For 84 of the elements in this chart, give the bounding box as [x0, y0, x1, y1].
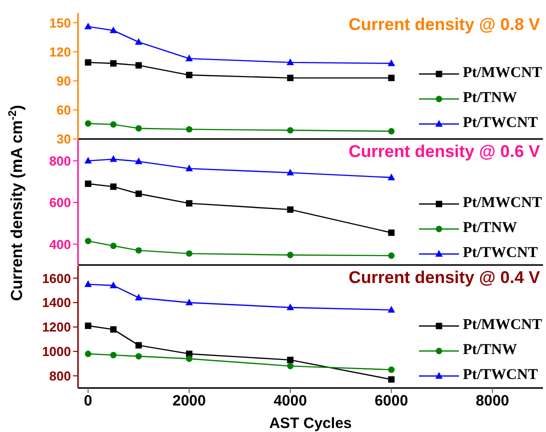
point: [185, 298, 193, 306]
point: [134, 38, 142, 45]
point: [287, 362, 294, 370]
point: [134, 157, 142, 164]
point: [186, 250, 192, 257]
chart-title: Current density @ 0.4 V: [348, 268, 540, 288]
point: [135, 353, 142, 360]
y-tick-label: 1600: [42, 270, 71, 286]
x-tick-label: 0: [84, 392, 92, 410]
point: [186, 126, 192, 133]
x-axis-title: AST Cycles: [269, 415, 352, 432]
point: [84, 238, 92, 244]
point: [135, 247, 142, 254]
point: [110, 326, 117, 333]
legend-label: Pt/TWCNT: [462, 245, 538, 262]
point: [84, 59, 92, 66]
point: [286, 168, 294, 176]
y-tick-label: 1200: [42, 320, 71, 335]
legend-label: Pt/TNW: [462, 220, 518, 237]
legend-label: Pt/MWCNT: [462, 195, 542, 212]
y-tick-label: 120: [49, 44, 71, 60]
point: [186, 72, 192, 78]
x-tick-label: 2000: [172, 392, 206, 410]
point: [388, 306, 396, 313]
chart-title: Current density @ 0.6 V: [348, 142, 540, 162]
point: [286, 58, 294, 66]
point: [110, 155, 118, 162]
point: [388, 174, 396, 180]
point: [84, 322, 92, 329]
legend-label: Pt/TWCNT: [462, 115, 538, 132]
legend-label: Pt/TNW: [462, 90, 518, 107]
point: [388, 366, 395, 373]
point: [110, 121, 117, 128]
legend-label: Pt/TWCNT: [462, 367, 538, 384]
point: [135, 190, 142, 197]
point: [84, 180, 92, 187]
y-tick-label: 1400: [42, 295, 71, 310]
y-tick-label: 800: [49, 368, 71, 384]
point: [186, 200, 192, 207]
point: [286, 303, 294, 310]
point: [388, 59, 396, 66]
y-tick-label: 1000: [42, 344, 71, 360]
point: [134, 294, 142, 300]
point: [287, 74, 294, 82]
point: [185, 54, 193, 62]
point: [84, 22, 92, 30]
y-tick-label: 800: [49, 153, 71, 168]
point: [388, 230, 395, 236]
chart-title: Current density @ 0.8 V: [348, 15, 540, 35]
point: [287, 127, 294, 134]
point: [110, 183, 117, 190]
point: [388, 128, 395, 134]
x-tick-label: 4000: [274, 392, 307, 410]
point: [287, 252, 294, 258]
point: [110, 26, 118, 34]
point: [84, 120, 92, 127]
point: [287, 356, 294, 364]
point: [388, 74, 395, 82]
point: [185, 164, 193, 172]
y-tick-label: 150: [49, 15, 71, 30]
point: [388, 376, 395, 383]
point: [388, 252, 395, 259]
legend-label: Pt/TNW: [462, 342, 518, 359]
y-tick-label: 400: [49, 236, 71, 252]
x-tick-label: 6000: [374, 392, 408, 410]
point: [84, 156, 92, 164]
point: [110, 242, 117, 250]
point: [287, 206, 294, 213]
point: [110, 282, 118, 288]
point: [135, 125, 142, 132]
legend-label: Pt/MWCNT: [462, 65, 542, 82]
y-tick-label: 30: [56, 132, 71, 147]
legend-label: Pt/MWCNT: [462, 317, 542, 334]
y-tick-label: 90: [56, 73, 71, 88]
y-tick-label: 60: [56, 102, 71, 118]
y-tick-label: 600: [49, 195, 71, 210]
point: [84, 280, 92, 287]
point: [186, 356, 192, 362]
point: [135, 342, 142, 348]
point: [110, 352, 117, 358]
point: [110, 60, 117, 67]
point: [84, 350, 92, 358]
x-tick-label: 8000: [476, 392, 510, 410]
point: [135, 62, 142, 69]
